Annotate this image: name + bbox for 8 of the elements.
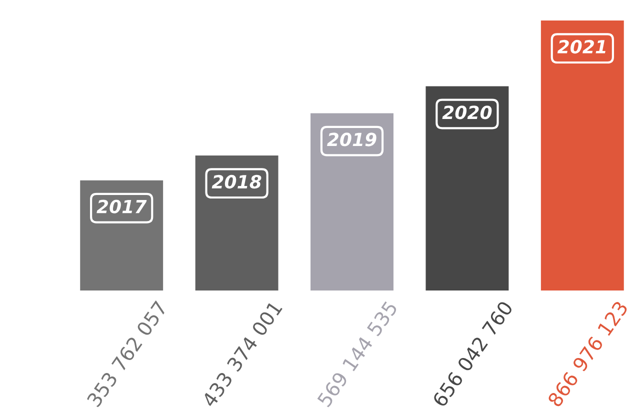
x-tick-label: 2019 — [327, 132, 376, 146]
x-tick-label: 2017 — [96, 200, 147, 214]
x-tick-label: 2018 — [212, 174, 262, 189]
x-tick-label: 2020 — [442, 106, 492, 120]
bar — [540, 20, 624, 290]
x-tick-label: 2021 — [557, 40, 606, 54]
bar — [426, 86, 509, 290]
bar — [310, 113, 394, 290]
